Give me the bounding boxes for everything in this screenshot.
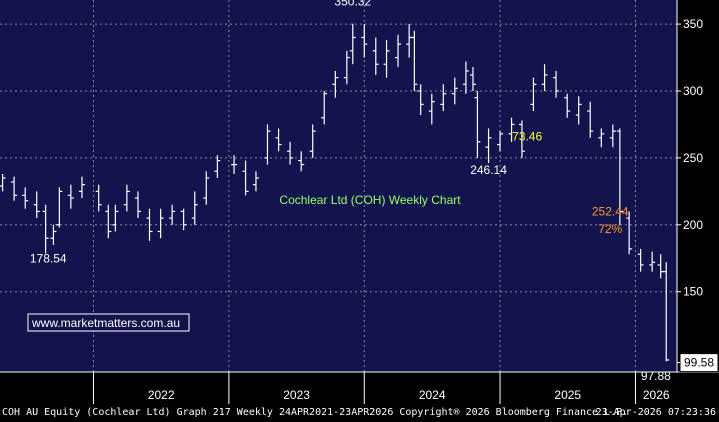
x-tick-label: 2024 <box>419 388 446 402</box>
plot-background <box>0 0 677 372</box>
y-tick-label: 200 <box>683 218 703 232</box>
value-annotation: 73.46 <box>512 130 542 144</box>
footer-timestamp: 23-Apr-2026 07:23:36 <box>595 407 716 418</box>
value-annotation: 97.88 <box>641 369 671 383</box>
y-tick-label: 300 <box>683 84 703 98</box>
y-axis-background <box>677 0 719 372</box>
value-annotation: 178.54 <box>30 251 67 265</box>
watermark-text: www.marketmatters.com.au <box>31 316 180 330</box>
x-tick-label: 2026 <box>643 388 670 402</box>
value-annotation: 246.14 <box>470 163 507 177</box>
chart-svg: 150 200 250 300 350 2022 2023 2024 2025 2026 Cochl… <box>0 0 719 404</box>
watermark-box <box>27 313 190 332</box>
last-price-label: 99.58 <box>684 356 714 370</box>
value-annotation: 252.44 <box>592 204 629 218</box>
x-axis-background <box>0 372 719 404</box>
y-tick-label: 250 <box>683 151 703 165</box>
footer-info: COH AU Equity (Cochlear Ltd) Graph 217 W… <box>2 407 629 418</box>
x-tick-label: 2022 <box>148 388 175 402</box>
value-annotation: 350.32 <box>334 0 371 8</box>
footer-bar: COH AU Equity (Cochlear Ltd) Graph 217 W… <box>0 404 719 422</box>
value-annotation: 72% <box>598 222 622 236</box>
y-tick-label: 150 <box>683 285 703 299</box>
x-tick-label: 2025 <box>554 388 581 402</box>
y-tick-label: 350 <box>683 17 703 31</box>
chart-title: Cochlear Ltd (COH) Weekly Chart <box>279 193 461 207</box>
x-tick-label: 2023 <box>283 388 310 402</box>
